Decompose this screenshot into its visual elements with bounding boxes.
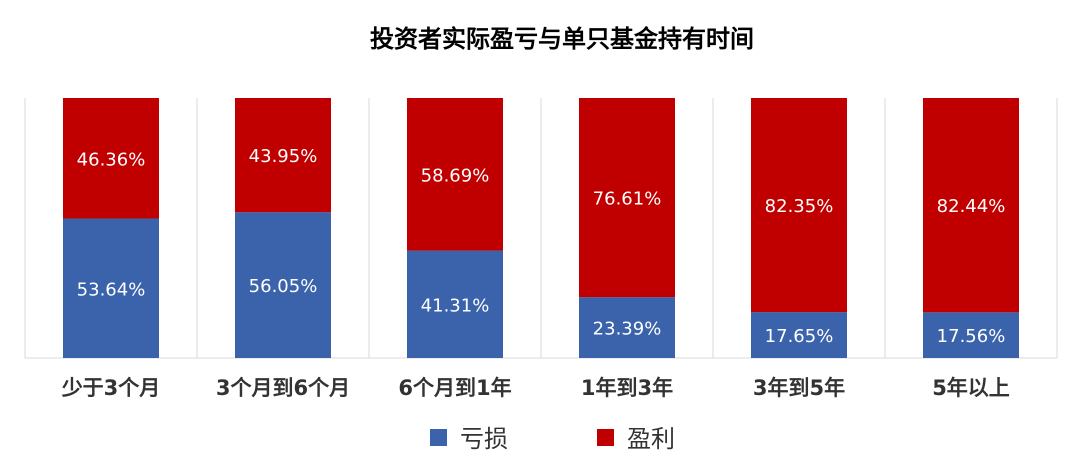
- legend-label: 盈利: [627, 425, 675, 453]
- bar-profit: [579, 98, 675, 298]
- legend-swatch: [597, 429, 614, 446]
- bar-loss: [235, 212, 331, 358]
- plot-area: 53.64% 46.36% 56.05% 43.95% 41.31% 58.69% 23.3…: [24, 98, 1058, 359]
- category-label: 3个月到6个月: [216, 376, 350, 400]
- bar-loss: [751, 312, 847, 358]
- bar-profit: [751, 98, 847, 313]
- category-label: 少于3个月: [61, 376, 161, 400]
- category-label: 1年到3年: [581, 376, 673, 400]
- data-label: 82.35%: [765, 196, 834, 217]
- data-label: 17.56%: [937, 326, 1006, 347]
- bar-profit: [923, 98, 1019, 313]
- data-label: 56.05%: [249, 276, 318, 297]
- data-label: 76.61%: [593, 189, 662, 210]
- data-label: 23.39%: [593, 319, 662, 340]
- bar-loss: [63, 218, 159, 358]
- data-label: 53.64%: [77, 279, 146, 300]
- bar-loss: [579, 297, 675, 358]
- category-axis-labels: 少于3个月 3个月到6个月 6个月到1年 1年到3年 3年到5年 5年以上: [61, 376, 1010, 400]
- bar-profit: [407, 98, 503, 251]
- data-label: 41.31%: [421, 295, 490, 316]
- bar-profit: [63, 98, 159, 219]
- category-label: 5年以上: [932, 376, 1010, 400]
- data-label: 82.44%: [937, 196, 1006, 217]
- chart-title: 投资者实际盈亏与单只基金持有时间: [370, 25, 754, 53]
- data-label: 43.95%: [249, 146, 318, 167]
- legend-label: 亏损: [460, 425, 508, 453]
- legend-swatch: [430, 429, 447, 446]
- bar-loss: [923, 312, 1019, 358]
- data-label: 17.65%: [765, 326, 834, 347]
- data-label: 58.69%: [421, 165, 490, 186]
- category-label: 6个月到1年: [398, 376, 511, 400]
- bar-loss: [407, 250, 503, 358]
- category-label: 3年到5年: [753, 376, 845, 400]
- data-label: 46.36%: [77, 149, 146, 170]
- legend: 亏损 盈利: [430, 425, 675, 453]
- bar-profit: [235, 98, 331, 213]
